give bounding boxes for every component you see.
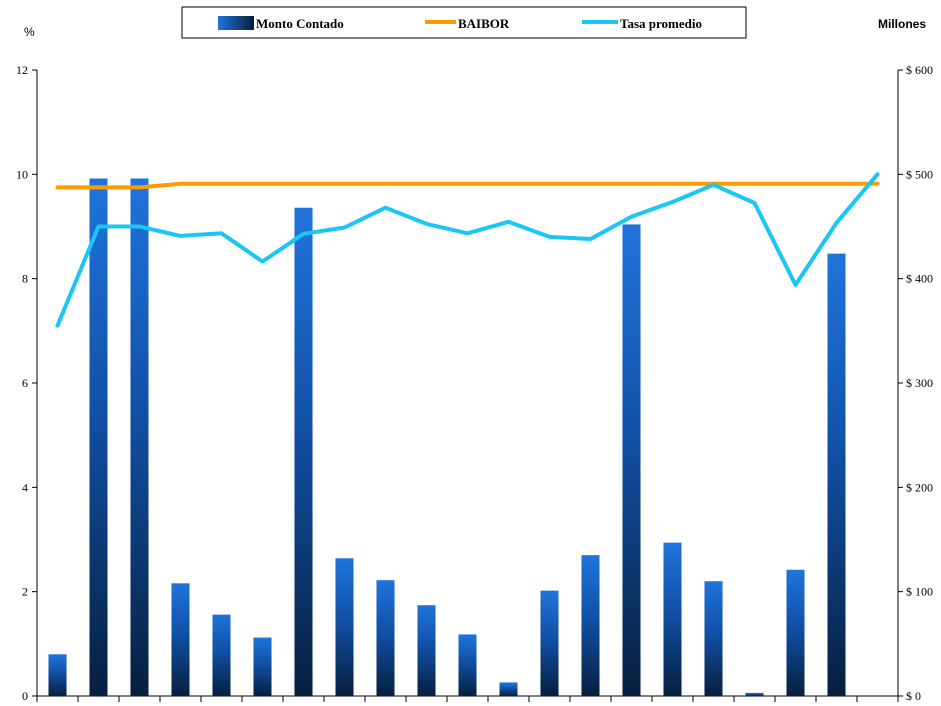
left-tick-label: 12	[16, 63, 28, 77]
legend-label-monto: Monto Contado	[256, 16, 344, 31]
right-tick-label: $ 500	[906, 167, 933, 181]
right-ticks: $ 0 $ 100 $ 200 $ 300 $ 400 $ 500 $ 600	[898, 63, 933, 703]
left-tick-label: 0	[22, 689, 28, 703]
bar-monto-contado	[376, 580, 395, 696]
x-ticks	[36, 696, 899, 702]
legend-label-tasa: Tasa promedio	[620, 16, 702, 31]
right-tick-label: $ 0	[906, 689, 921, 703]
bar-monto-contado	[294, 207, 313, 696]
bar-monto-contado	[171, 583, 190, 696]
bar-monto-contado	[212, 614, 231, 696]
left-tick-label: 4	[22, 480, 28, 494]
bar-monto-contado	[458, 634, 477, 696]
bar-monto-contado	[704, 581, 723, 696]
bar-monto-contado	[253, 637, 272, 696]
legend-frame	[181, 6, 747, 39]
left-tick-label: 10	[16, 167, 28, 181]
right-tick-label: $ 300	[906, 376, 933, 390]
right-tick-label: $ 100	[906, 585, 933, 599]
bar-monto-contado	[827, 253, 846, 697]
left-ticks: 0 2 4 6 8 10 12	[16, 63, 37, 703]
left-tick-label: 8	[22, 272, 28, 286]
right-tick-label: $ 400	[906, 272, 933, 286]
bar-monto-contado	[786, 569, 805, 696]
line-baibor	[55, 181, 880, 190]
bar-monto-contado	[89, 178, 108, 697]
right-tick-label: $ 200	[906, 480, 933, 494]
left-tick-label: 2	[22, 585, 28, 599]
bar-monto-contado	[581, 555, 600, 696]
bar-monto-contado	[622, 224, 641, 696]
left-tick-label: 6	[22, 376, 28, 390]
bar-monto-contado	[540, 590, 559, 696]
legend: Monto Contado BAIBOR Tasa promedio	[181, 6, 747, 39]
bar-monto-contado	[663, 542, 682, 696]
left-axis-unit: %	[24, 25, 35, 39]
legend-swatch-monto	[218, 16, 254, 30]
right-tick-label: $ 600	[906, 63, 933, 77]
bars	[48, 178, 846, 697]
bar-monto-contado	[417, 605, 436, 696]
lines	[55, 172, 880, 328]
legend-label-baibor: BAIBOR	[458, 16, 510, 31]
bar-monto-contado	[130, 178, 149, 697]
bar-monto-contado	[335, 558, 354, 696]
bar-monto-contado	[48, 654, 67, 696]
bar-monto-contado	[745, 692, 764, 696]
right-axis-unit: Millones	[878, 17, 926, 31]
bar-monto-contado	[499, 682, 518, 696]
line-tasa-promedio	[55, 172, 880, 328]
